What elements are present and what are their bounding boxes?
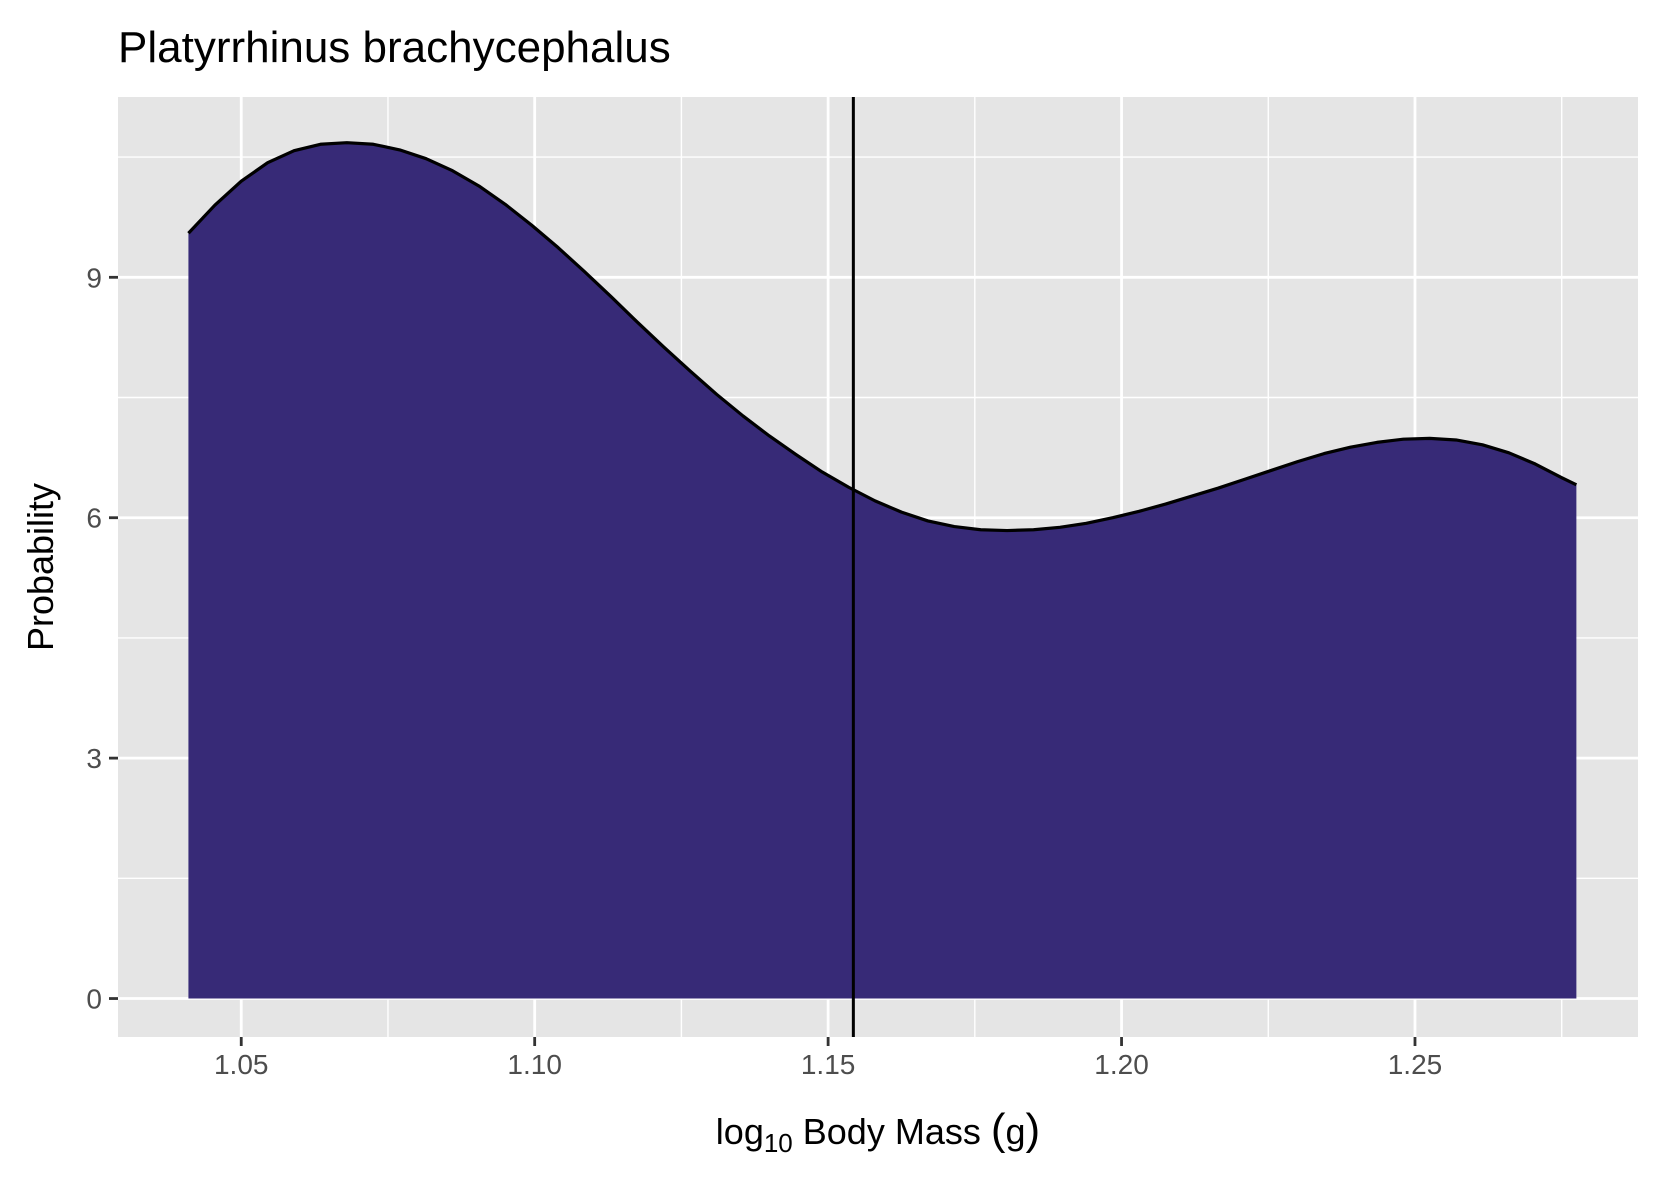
- x-tick-label: 1.10: [507, 1049, 562, 1080]
- x-tick-label: 1.05: [214, 1049, 269, 1080]
- x-axis-title-paren-close: ): [1026, 1105, 1041, 1154]
- density-layer: [187, 97, 1578, 1037]
- density-line: [187, 141, 1578, 533]
- y-axis-title: Probability: [20, 483, 61, 651]
- y-tick-label: 3: [86, 743, 102, 774]
- y-tick-label: 0: [86, 984, 102, 1015]
- y-tick-label: 9: [86, 262, 102, 293]
- x-axis-title-text: Body Mass: [793, 1111, 991, 1152]
- x-axis-title-unit: g: [1006, 1111, 1026, 1152]
- x-axis-title-subscript: 10: [764, 1128, 793, 1158]
- chart-title: Platyrrhinus brachycephalus: [118, 23, 671, 72]
- x-tick-label: 1.15: [801, 1049, 856, 1080]
- x-axis-title: log10 Body Mass (g): [716, 1105, 1040, 1158]
- y-tick-label: 6: [86, 503, 102, 534]
- x-tick-label: 1.25: [1388, 1049, 1443, 1080]
- x-axis-title-paren-open: (: [991, 1105, 1006, 1154]
- x-tick-label: 1.20: [1094, 1049, 1149, 1080]
- x-axis-title-log: log: [716, 1111, 764, 1152]
- axes: 1.05 1.10 1.15 1.20 1.25 0 3 6 9: [86, 262, 1442, 1080]
- density-area: [188, 142, 1577, 999]
